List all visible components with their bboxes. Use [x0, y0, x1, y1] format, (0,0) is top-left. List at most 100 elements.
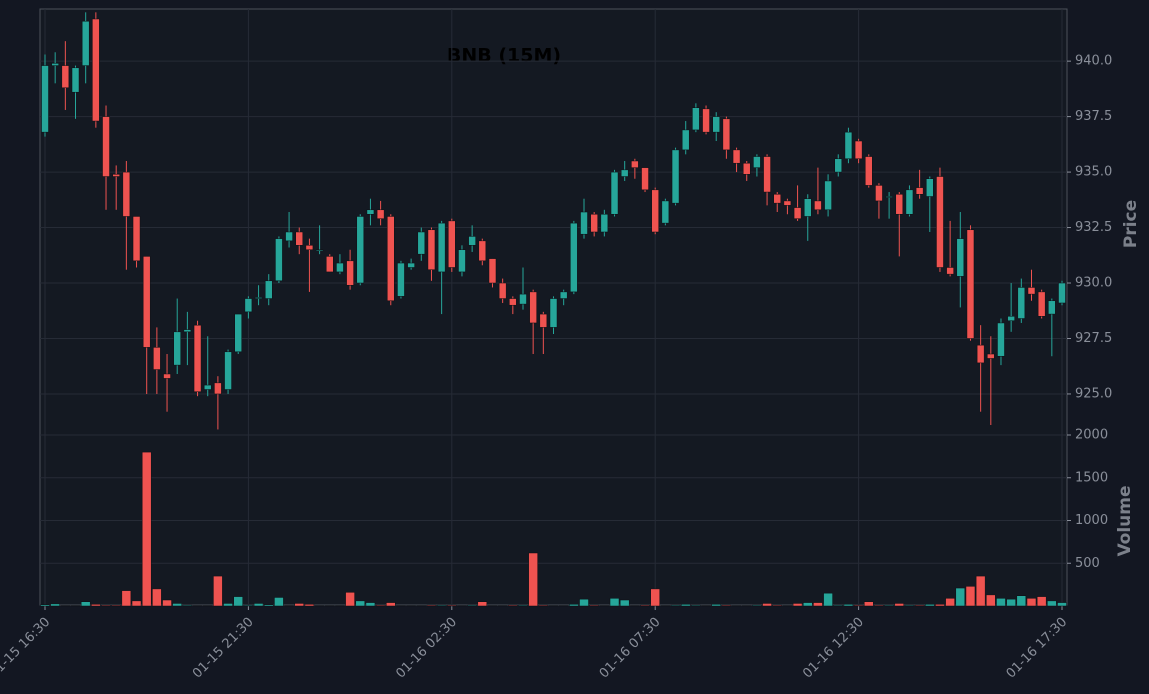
candle-body — [783, 200, 792, 206]
volume-bar — [609, 598, 620, 607]
volume-bar — [670, 604, 681, 607]
volume-bar — [904, 604, 915, 607]
y-tick-label: 1500 — [1075, 470, 1108, 485]
volume-bar — [1006, 598, 1016, 607]
candle-body — [722, 118, 731, 151]
candle-body — [1037, 291, 1046, 317]
volume-bar — [213, 575, 223, 607]
y-tick-label: 937.5 — [1075, 109, 1112, 124]
volume-bar — [518, 604, 528, 607]
volume-bar — [101, 604, 111, 607]
y-tick-label: 927.5 — [1075, 331, 1112, 346]
candle-body — [132, 216, 141, 262]
candle-body — [895, 194, 904, 215]
volume-bar — [803, 602, 813, 607]
candle-body — [71, 67, 80, 93]
volume-bar — [589, 604, 599, 607]
candle-body — [600, 213, 609, 233]
volume-bar — [996, 598, 1006, 607]
volume-bar — [853, 604, 864, 607]
y-tick-label: 500 — [1075, 556, 1100, 571]
volume-bar — [182, 604, 193, 607]
volume-bar — [569, 604, 579, 607]
price-panel — [39, 8, 1068, 436]
candle-body — [224, 351, 232, 390]
y-tick-label: 930.0 — [1075, 276, 1112, 291]
candle-body — [834, 158, 843, 173]
candle-body — [712, 116, 720, 133]
volume-bar — [843, 604, 854, 607]
candle-body — [264, 280, 273, 299]
volume-bar — [721, 604, 732, 607]
volume-bar — [528, 552, 538, 607]
candle-body — [519, 293, 527, 305]
candle-body — [336, 262, 344, 273]
candle-body — [753, 156, 761, 168]
candle-body — [732, 149, 741, 164]
volume-bar — [172, 603, 182, 607]
volume-bar — [80, 601, 91, 607]
candle-body — [580, 211, 588, 235]
volume-bar — [945, 598, 955, 607]
candle-body — [915, 187, 924, 195]
candle-body — [692, 107, 700, 131]
volume-bar — [986, 594, 996, 607]
candle-body — [987, 353, 995, 359]
volume-bar — [894, 603, 905, 607]
candle-body — [671, 149, 680, 204]
volume-bar — [50, 603, 60, 607]
candle-body — [509, 298, 517, 306]
volume-bar — [833, 604, 844, 607]
candle-body — [956, 238, 965, 277]
candle-body — [193, 324, 202, 392]
candle-body — [142, 256, 151, 348]
candle-body — [61, 65, 70, 89]
volume-bar — [691, 604, 701, 607]
volume-bar — [141, 451, 152, 607]
candle-body — [153, 347, 161, 370]
candle-body — [417, 231, 426, 255]
candle-body — [305, 245, 314, 250]
candle-body — [92, 18, 100, 122]
volume-axis-label: Volume — [1115, 485, 1135, 556]
volume-bar — [925, 604, 935, 607]
candle-body — [122, 171, 131, 217]
candle-body — [1048, 300, 1056, 315]
candle-body — [824, 180, 832, 211]
candle-body — [1007, 316, 1015, 321]
candle-body — [427, 229, 436, 270]
candle-body — [366, 209, 375, 215]
candle-body — [742, 162, 751, 175]
candle-body — [702, 108, 710, 133]
volume-bar — [355, 600, 366, 607]
candle-body — [203, 384, 212, 390]
candle-body — [234, 313, 242, 353]
candle-body — [295, 231, 303, 246]
candle-body — [926, 178, 934, 197]
volume-bar — [467, 604, 477, 607]
candle-body — [407, 262, 415, 268]
volume-bar — [579, 598, 589, 607]
candle-body — [163, 373, 171, 379]
candle-body — [41, 65, 49, 133]
volume-bar — [131, 600, 142, 607]
volume-bar — [152, 588, 162, 607]
candle-body — [966, 229, 975, 339]
volume-bar — [365, 602, 376, 607]
volume-bar — [772, 604, 782, 607]
candle-body — [498, 282, 507, 299]
volume-bar — [538, 604, 549, 607]
candle-body — [610, 171, 619, 215]
candle-body — [905, 189, 914, 215]
volume-bar — [874, 604, 884, 607]
volume-bar — [294, 603, 304, 607]
candle-body — [326, 256, 334, 273]
candle-body — [1058, 282, 1066, 304]
candle-body — [885, 196, 893, 198]
volume-bar — [1026, 598, 1037, 607]
price-axis-label: Price — [1121, 200, 1141, 248]
volume-bar — [619, 599, 630, 607]
candle-body — [315, 249, 324, 251]
volume-bar — [304, 604, 315, 607]
candle-body — [620, 169, 629, 177]
